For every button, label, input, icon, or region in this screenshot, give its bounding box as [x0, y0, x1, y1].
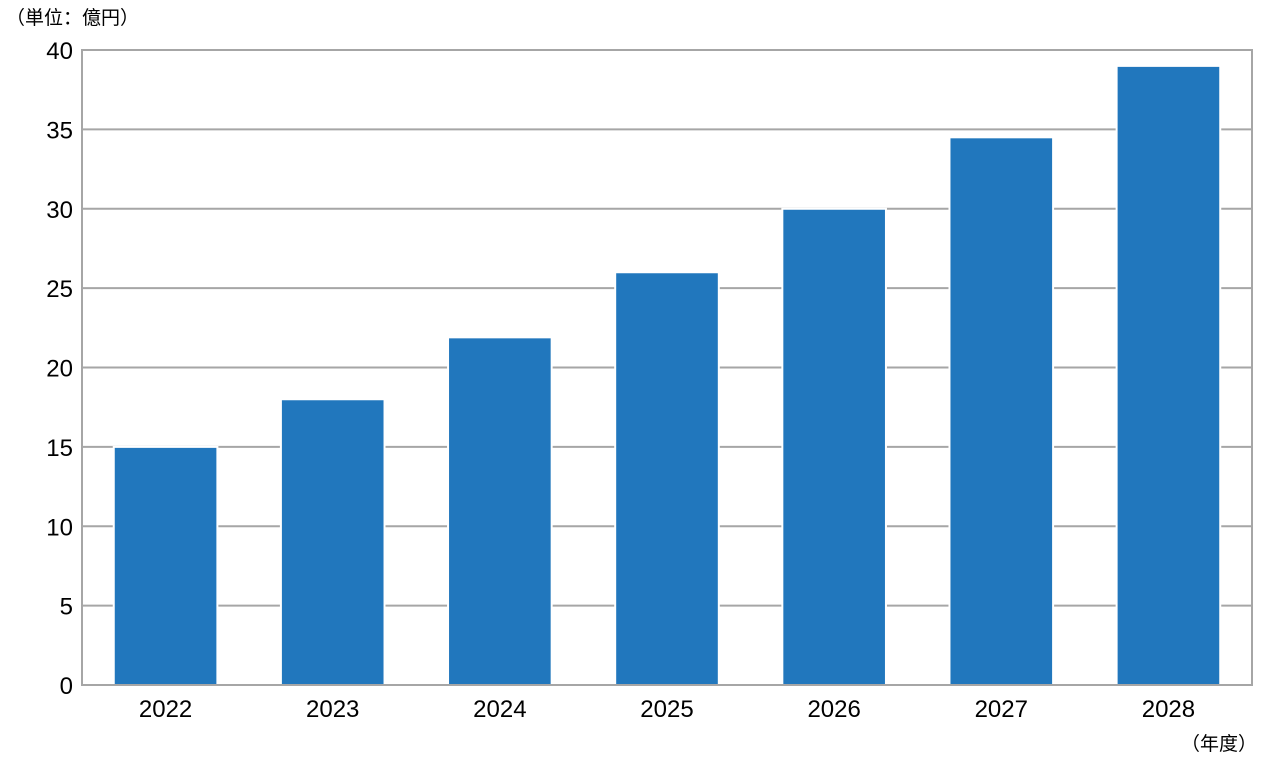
x-tick-label: 2027 — [975, 696, 1028, 723]
x-tick-label: 2023 — [306, 696, 359, 723]
y-tick-label: 20 — [46, 356, 73, 383]
bar — [948, 136, 1055, 686]
bars — [112, 64, 1222, 686]
y-tick-labels: 0 5 10 15 20 25 30 35 40 — [46, 38, 73, 700]
x-tick-label: 2026 — [807, 696, 860, 723]
x-tick-label: 2028 — [1142, 696, 1195, 723]
y-tick-label: 5 — [60, 594, 73, 621]
plot-frame — [81, 49, 1253, 686]
bar — [781, 207, 887, 686]
x-tick-label: 2025 — [640, 696, 693, 723]
x-tick-labels: 2022 2023 2024 2025 2026 2027 2028 — [139, 696, 1195, 723]
bar — [279, 398, 386, 686]
y-tick-label: 0 — [60, 673, 73, 700]
y-tick-label: 30 — [46, 197, 73, 224]
bar — [447, 336, 553, 686]
y-tick-label: 35 — [46, 117, 73, 144]
y-unit-label: （単位：億円） — [6, 7, 139, 29]
y-tick-label: 25 — [46, 276, 73, 303]
bar — [112, 445, 219, 686]
y-tick-label: 10 — [46, 514, 73, 541]
bar — [614, 271, 720, 686]
bar — [1115, 64, 1222, 686]
y-tick-label: 15 — [46, 435, 73, 462]
x-unit-label: （年度） — [1181, 733, 1257, 755]
y-tick-label: 40 — [46, 38, 73, 65]
x-tick-label: 2022 — [139, 696, 192, 723]
x-tick-label: 2024 — [473, 696, 526, 723]
